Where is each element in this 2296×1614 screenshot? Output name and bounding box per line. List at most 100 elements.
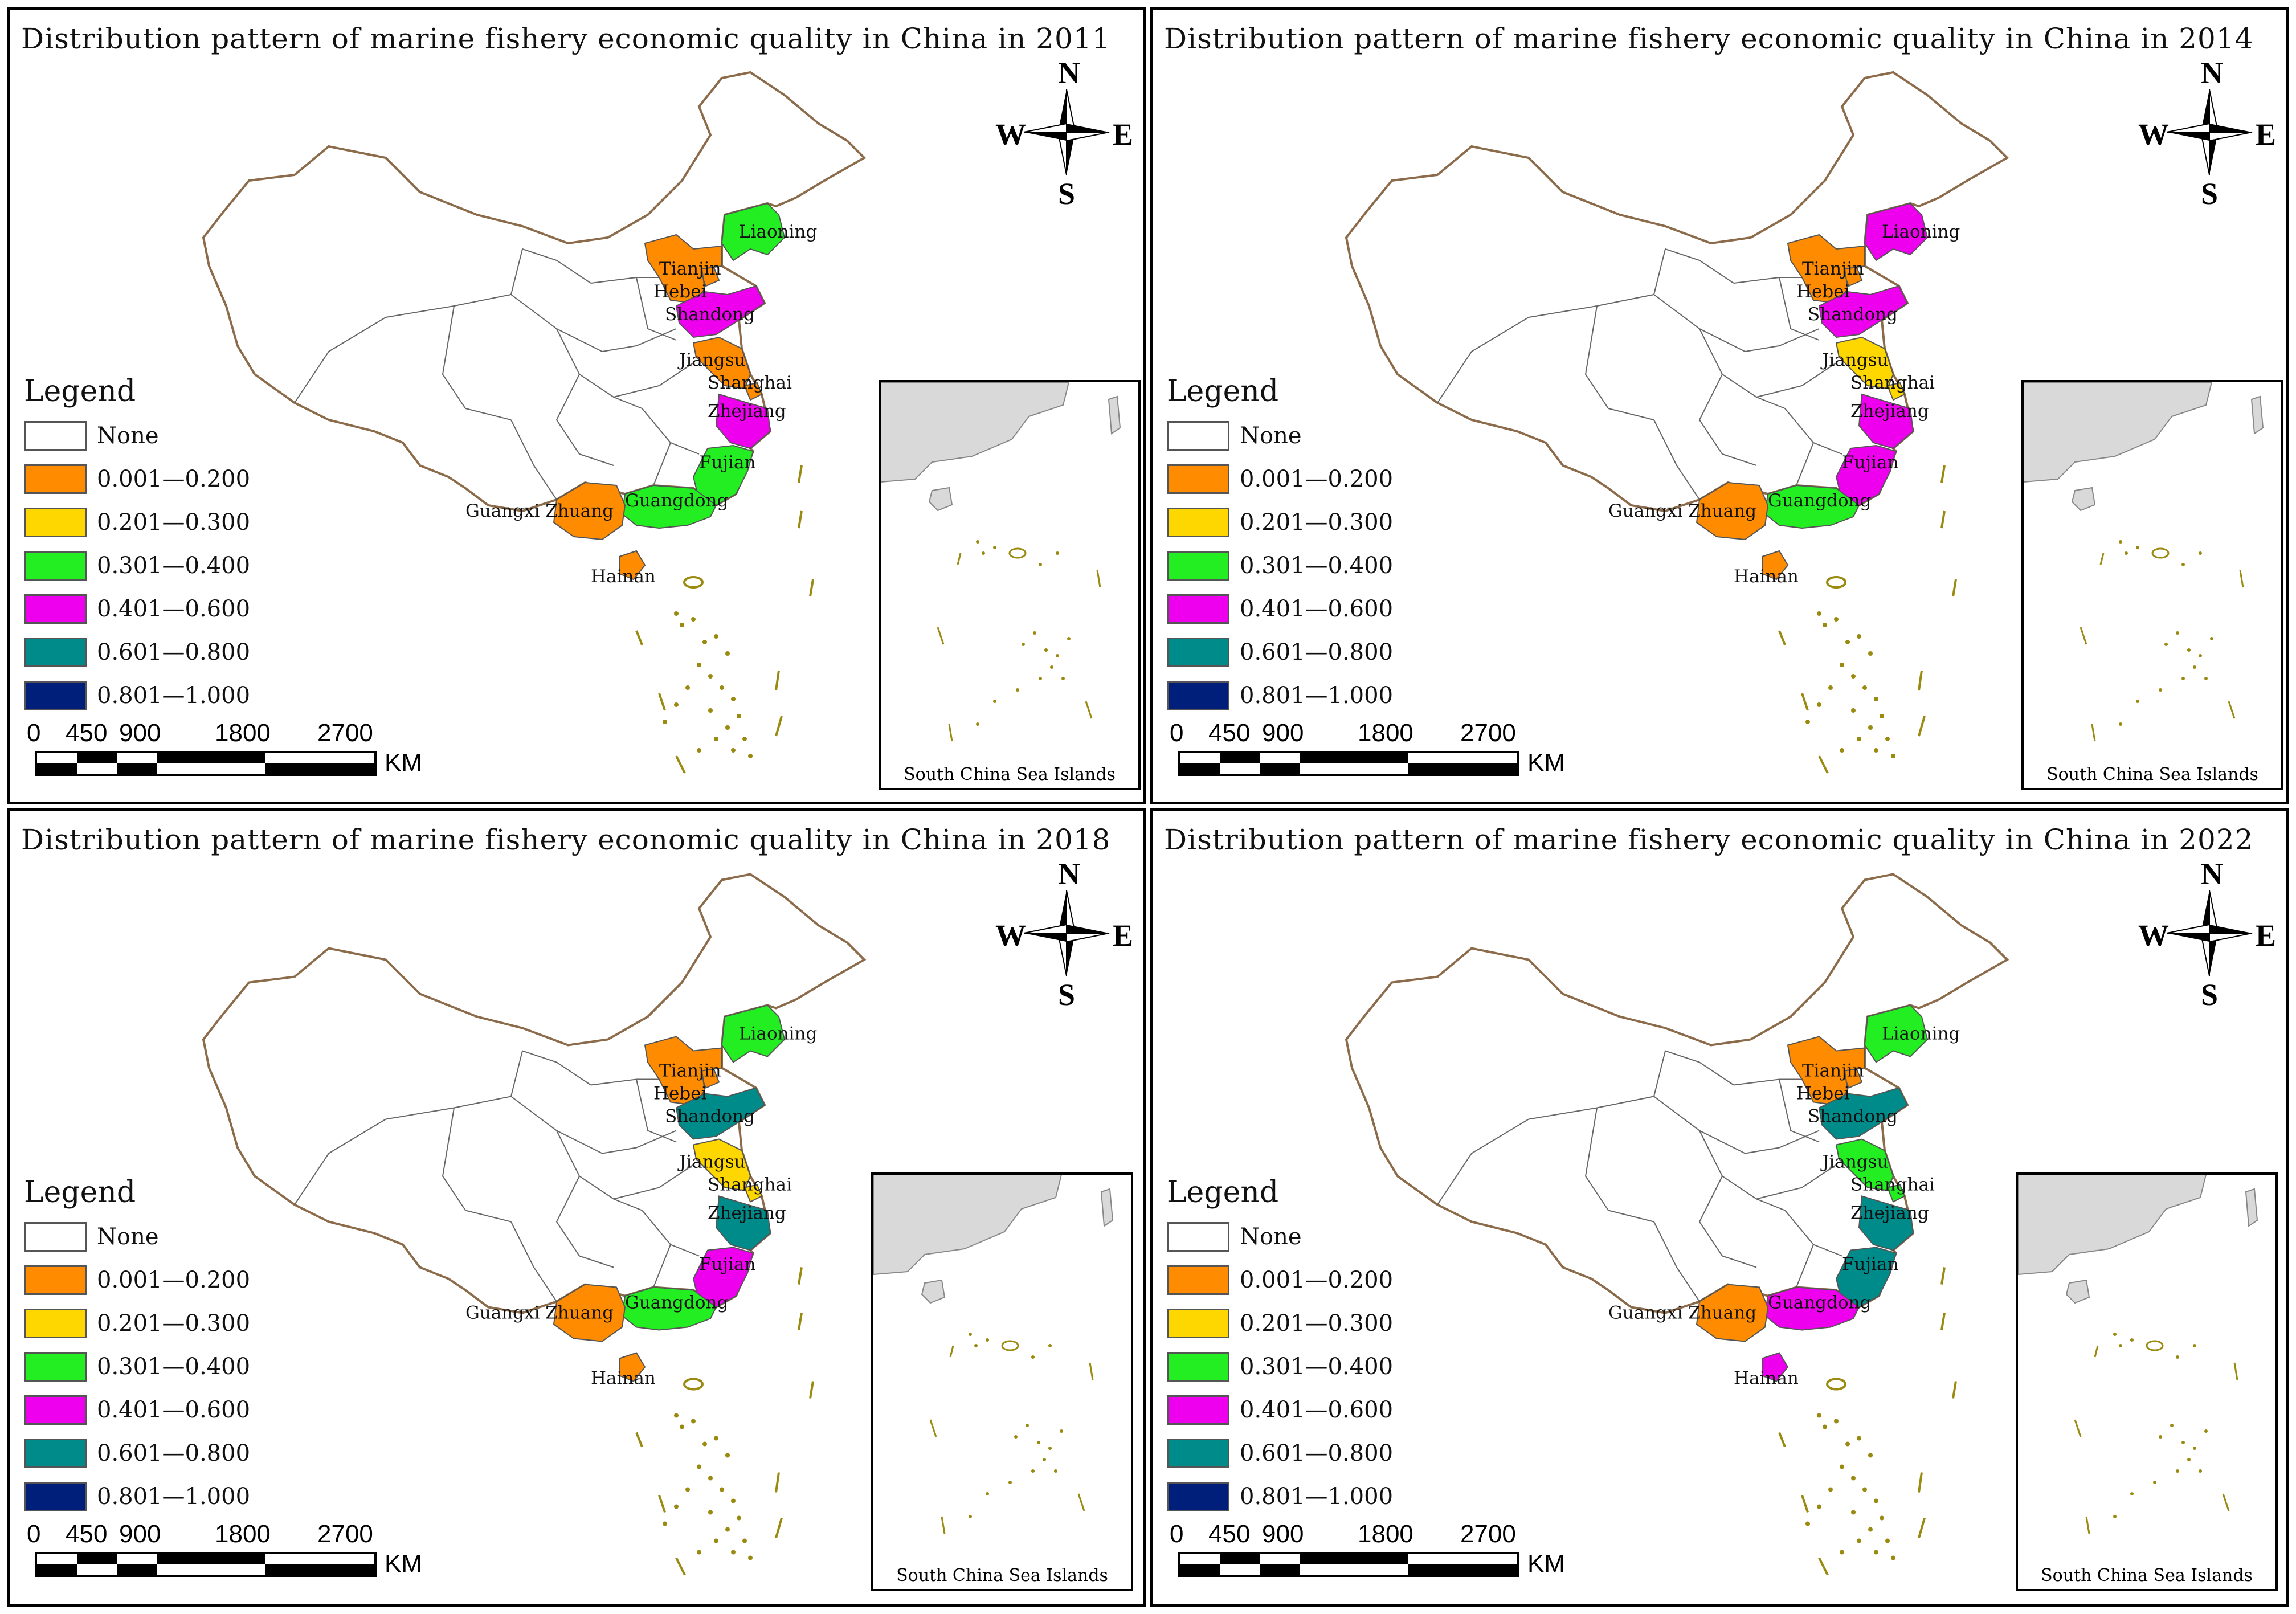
island-dot [1891,754,1895,758]
inset-caption: South China Sea Islands [904,765,1116,784]
province-label: Shandong [665,304,755,325]
province-label: Shandong [1808,1106,1898,1127]
island-dot [737,714,741,718]
province-label: Jiangsu [1820,1152,1889,1172]
legend-label: None [1240,1224,1302,1250]
province-border [1653,248,1734,295]
map-panel-2014: Liaoning Tianjin Hebei Shandong Jiangsu Shang… [1150,7,2289,804]
island-dot [680,1424,684,1429]
province-border [1584,305,1654,420]
inset-map [2018,1175,2258,1534]
province-label: Tianjin [659,1061,721,1081]
legend-label: 0.801—1.000 [1240,683,1394,709]
province-label: Fujian [1842,1255,1898,1275]
scale-unit: KM [1527,1550,1565,1578]
compass-w: W [995,117,1026,152]
compass-n: N [2201,857,2223,891]
province-hainan [1762,550,1789,581]
compass-n: N [2201,56,2223,90]
island-dot [720,685,724,690]
province-zhejiang [1858,393,1914,450]
province-label: Shandong [1808,304,1898,325]
scale-tick-label: 1800 [1358,1520,1413,1548]
island-dot [1885,1538,1890,1543]
island-dot [1805,1521,1810,1526]
province-border [1698,374,1757,466]
island-dot [1817,1413,1821,1418]
compass-e: E [2256,117,2277,152]
island-dot [708,708,713,713]
scale-tick-label: 1800 [1358,719,1413,747]
island-dash [1940,1267,1946,1285]
legend-item: 0.001—0.200 [24,1258,320,1302]
map-title: Distribution pattern of marine fishery e… [1164,22,2254,55]
island-dot [674,1504,679,1509]
south-china-sea-inset: South China Sea Islands [871,1172,1133,1591]
inset-caption: South China Sea Islands [2041,1566,2253,1586]
map-title: Distribution pattern of marine fishery e… [21,823,1111,856]
province-label: Liaoning [739,1024,817,1044]
legend-label: 0.801—1.000 [97,1484,251,1510]
legend-item: None [1167,1215,1463,1258]
compass-e: E [1113,117,1134,152]
island-dot [708,1510,713,1515]
province-label: Guangxi Zhuang [1608,1303,1756,1323]
island-dash [675,755,686,774]
island-dot [742,1538,747,1543]
compass-rose-icon [1023,89,1110,175]
island-ring [683,576,704,589]
island-dot [1817,1504,1821,1509]
island-dash [798,465,803,483]
island-dot [714,737,718,741]
legend-label: 0.201—0.300 [97,1310,251,1337]
island-dot [1834,1419,1839,1424]
map-title: Distribution pattern of marine fishery e… [1164,823,2254,856]
legend: Legend None 0.001—0.200 0.201—0.300 0.301—0.… [1167,374,1463,717]
scale-tick-label: 2700 [1460,719,1516,747]
island-dot [1885,737,1890,741]
island-dot [708,674,713,679]
province-liaoning [1864,1004,1929,1063]
province-fujian [692,444,754,506]
province-border [1779,1079,1820,1143]
legend-label: 0.301—0.400 [1240,553,1394,579]
island-dot [1845,640,1850,644]
island-dot [1817,702,1821,707]
inset-caption: South China Sea Islands [896,1566,1108,1586]
province-guangdong [621,1286,717,1331]
province-label: Liaoning [739,222,817,242]
province-border [636,1079,677,1143]
compass-s: S [2201,978,2219,1012]
province-border [510,1050,591,1097]
legend-label: 0.001—0.200 [97,466,251,492]
island-dot [731,1498,736,1503]
island-dash [1952,1381,1957,1399]
south-china-sea-inset: South China Sea Islands [879,380,1141,790]
legend-swatch [1167,1395,1229,1425]
compass-n: N [1058,56,1080,90]
island-dot [1874,697,1878,701]
legend-swatch [1167,421,1229,451]
island-dash [1918,1517,1926,1539]
legend-swatch [1167,464,1229,494]
island-dot [702,1441,707,1447]
province-border [636,277,677,341]
legend-label: 0.801—1.000 [97,683,251,709]
legend-swatch [24,1439,87,1468]
island-dot [1840,748,1844,753]
province-border [1745,1130,1820,1154]
legend-item: 0.201—0.300 [24,501,320,544]
island-dot [1874,748,1878,753]
legend-item: 0.001—0.200 [1167,1258,1463,1302]
island-dot [685,1487,690,1492]
scale-tick-label: 900 [119,719,161,747]
province-shandong [675,285,766,338]
map-title: Distribution pattern of marine fishery e… [21,22,1111,55]
island-dash [1778,630,1786,645]
island-dash [809,579,814,597]
map-panel-2011: Liaoning Tianjin Hebei Shandong Jiangsu Shang… [7,7,1146,804]
